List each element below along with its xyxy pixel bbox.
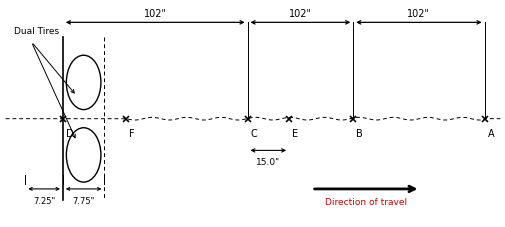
Text: 7.25": 7.25" [33, 196, 55, 205]
Text: Direction of travel: Direction of travel [324, 197, 407, 206]
Text: 102": 102" [143, 9, 167, 19]
Text: E: E [291, 128, 297, 138]
Text: A: A [486, 128, 493, 138]
Text: 7.75": 7.75" [72, 196, 94, 205]
Text: C: C [250, 128, 257, 138]
Text: 102": 102" [288, 9, 311, 19]
Text: 15.0": 15.0" [256, 158, 280, 166]
Text: Dual Tires: Dual Tires [14, 27, 59, 36]
Text: F: F [129, 128, 134, 138]
Text: 102": 102" [407, 9, 430, 19]
Text: D: D [66, 128, 73, 138]
Text: B: B [356, 128, 362, 138]
